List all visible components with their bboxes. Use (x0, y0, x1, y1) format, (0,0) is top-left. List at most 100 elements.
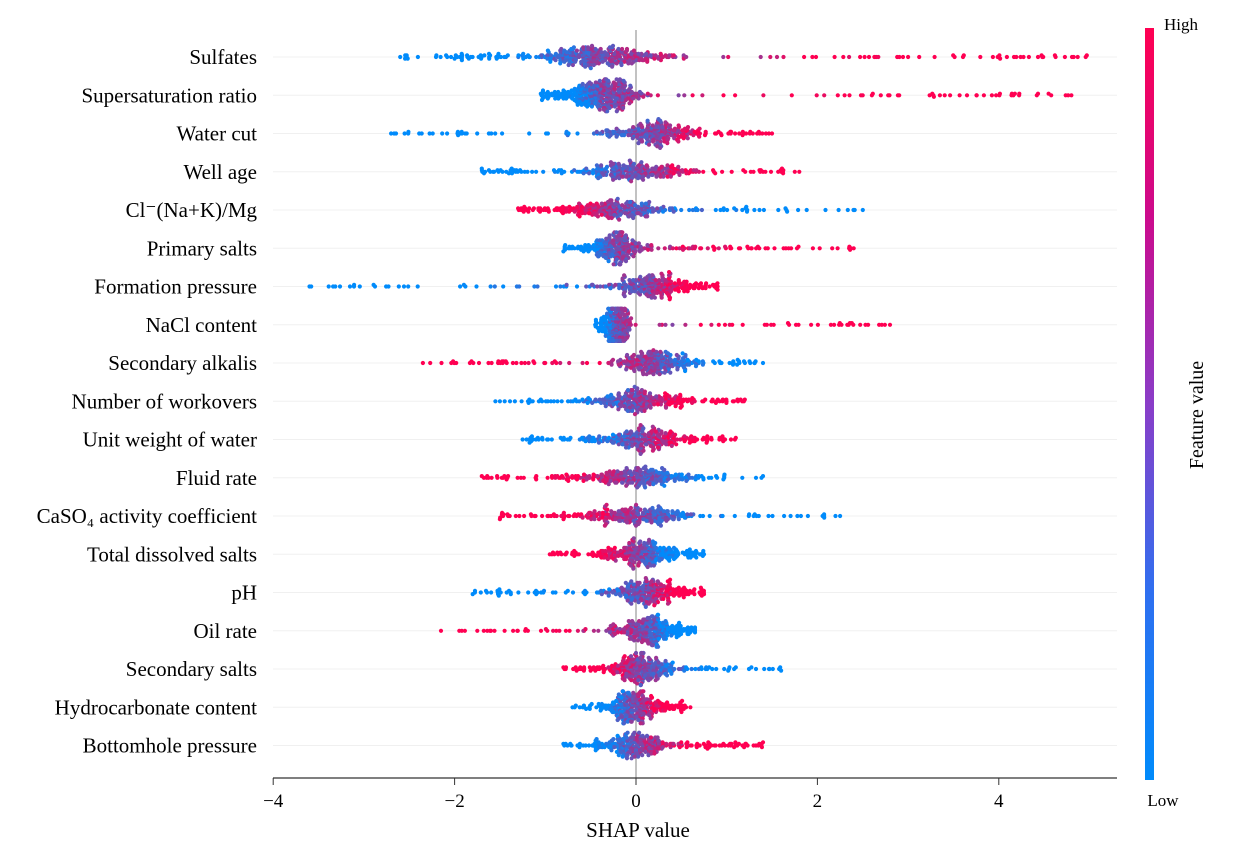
shap-point (627, 101, 632, 106)
shap-point (643, 485, 648, 490)
shap-point (701, 592, 707, 597)
shap-point (393, 131, 399, 136)
shap-point (470, 54, 475, 60)
shap-point (639, 349, 644, 354)
shap-point (577, 53, 582, 58)
shap-point (630, 443, 635, 448)
shap-point (614, 134, 619, 139)
shap-point (597, 397, 602, 402)
shap-point (701, 588, 707, 594)
shap-point (692, 129, 697, 134)
shap-point (650, 123, 655, 128)
shap-point (682, 585, 687, 590)
shap-point (663, 120, 668, 125)
shap-point (600, 59, 605, 64)
shap-point (597, 209, 603, 214)
shap-point (792, 169, 797, 174)
shap-point (502, 474, 507, 479)
shap-point (653, 53, 658, 58)
shap-point (645, 243, 650, 248)
shap-point (512, 399, 518, 404)
shap-point (669, 289, 674, 294)
shap-point (860, 207, 865, 213)
shap-point (683, 368, 688, 374)
shap-point (496, 359, 501, 364)
shap-point (527, 206, 532, 211)
shap-point (618, 212, 623, 217)
shap-point (814, 93, 819, 98)
shap-point (573, 59, 578, 64)
shap-point (655, 445, 661, 450)
shap-point (546, 513, 551, 519)
shap-point (761, 207, 767, 213)
shap-point (711, 359, 716, 364)
shap-point (1014, 54, 1019, 60)
shap-point (543, 399, 549, 404)
shap-point (545, 56, 550, 61)
shap-point (744, 209, 750, 214)
shap-point (483, 588, 489, 594)
shap-point (681, 595, 686, 600)
shap-point (687, 246, 692, 251)
shap-point (681, 136, 686, 141)
shap-point (671, 587, 676, 592)
shap-point (847, 93, 852, 98)
shap-point (638, 423, 643, 428)
shap-point (630, 480, 635, 485)
shap-point (640, 58, 645, 63)
shap-point (667, 270, 672, 275)
shap-point (486, 51, 492, 56)
shap-point (581, 45, 586, 50)
shap-point (761, 93, 766, 98)
shap-point (815, 322, 821, 327)
shap-point (663, 322, 668, 327)
shap-point (614, 109, 619, 114)
shap-point (606, 545, 611, 551)
shap-point (538, 397, 543, 402)
shap-point (942, 93, 947, 98)
shap-point (567, 360, 572, 366)
shap-point (576, 244, 581, 249)
shap-point (699, 207, 705, 213)
shap-point (617, 518, 622, 523)
shap-point (635, 362, 640, 367)
shap-point (571, 513, 576, 519)
shap-point (642, 134, 647, 139)
shap-point (674, 442, 679, 447)
shap-point (560, 204, 565, 209)
shap-point (704, 440, 709, 445)
shap-point (521, 209, 526, 214)
shap-point (606, 482, 611, 487)
shap-point (650, 139, 656, 144)
shap-point (648, 405, 653, 410)
shap-point (607, 282, 612, 287)
shap-point (1012, 91, 1018, 96)
shap-point (643, 464, 648, 469)
shap-point (644, 292, 649, 297)
shap-point (444, 53, 449, 58)
shap-point (672, 478, 677, 483)
shap-point (989, 93, 995, 98)
shap-point (1017, 91, 1022, 96)
shap-point (632, 289, 637, 294)
shap-point (428, 360, 433, 366)
shap-point (678, 405, 683, 410)
shap-point (564, 209, 569, 214)
shap-point (337, 284, 343, 289)
shap-point (498, 590, 503, 595)
shap-point (610, 43, 616, 48)
shap-point (593, 317, 599, 322)
shap-point (591, 477, 596, 482)
shap-point (676, 164, 681, 169)
shap-point (1041, 54, 1046, 60)
shap-point (619, 553, 625, 559)
shap-point (546, 437, 551, 442)
shap-point (601, 314, 606, 319)
shap-point (766, 131, 772, 136)
shap-point (577, 214, 582, 219)
shap-point (723, 244, 728, 249)
shap-point (697, 552, 703, 557)
shap-point (616, 553, 621, 559)
shap-point (500, 510, 505, 515)
shap-point (434, 53, 439, 58)
